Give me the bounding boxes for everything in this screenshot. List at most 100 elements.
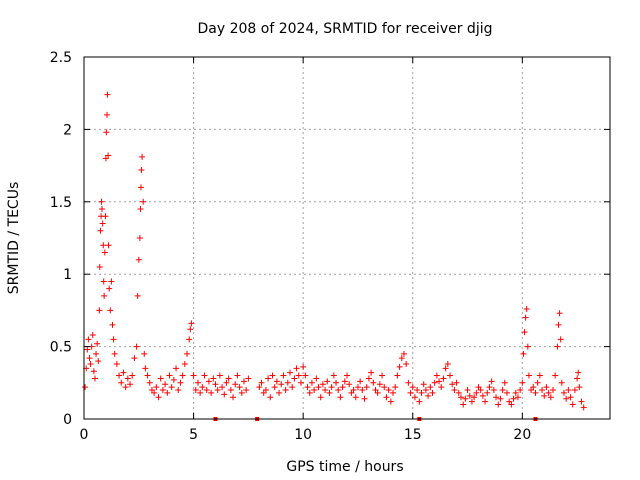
data-point: [282, 387, 289, 394]
data-point: [308, 379, 315, 386]
data-point: [453, 379, 460, 386]
data-point: [517, 387, 524, 394]
data-point: [385, 387, 392, 394]
data-point: [482, 398, 489, 405]
data-point: [524, 343, 531, 350]
data-point: [84, 346, 91, 353]
data-point: [212, 381, 219, 388]
data-point: [188, 320, 195, 327]
data-point: [575, 369, 582, 376]
data-point: [350, 387, 357, 394]
data-point: [168, 384, 175, 391]
data-point: [425, 392, 432, 399]
data-point: [398, 355, 405, 362]
data-point: [392, 384, 399, 391]
data-point: [289, 384, 296, 391]
data-point: [379, 372, 386, 379]
data-point: [438, 384, 445, 391]
data-point: [387, 398, 394, 405]
data-point: [521, 329, 528, 336]
data-point: [422, 387, 429, 394]
data-point: [490, 387, 497, 394]
data-point: [240, 378, 247, 385]
data-point: [291, 375, 298, 382]
data-point: [101, 292, 108, 299]
data-point: [97, 227, 104, 234]
data-point: [203, 387, 210, 394]
data-point: [346, 381, 353, 388]
data-point: [232, 381, 239, 388]
data-point: [146, 379, 153, 386]
data-point: [96, 263, 103, 270]
data-point: [101, 249, 108, 256]
data-point: [265, 375, 272, 382]
data-point: [495, 401, 502, 408]
data-point: [151, 389, 158, 396]
data-point: [532, 389, 539, 396]
data-point: [363, 384, 370, 391]
data-point: [311, 387, 318, 394]
data-point: [409, 384, 416, 391]
data-point: [444, 360, 451, 367]
data-point: [243, 387, 250, 394]
data-point: [138, 166, 145, 173]
data-point: [519, 379, 526, 386]
data-point: [177, 379, 184, 386]
data-point: [276, 389, 283, 396]
data-point: [98, 206, 105, 213]
data-point: [95, 358, 102, 365]
data-point: [110, 336, 117, 343]
data-point: [227, 387, 234, 394]
data-point: [339, 384, 346, 391]
data-point: [541, 392, 548, 399]
data-point: [105, 152, 112, 159]
data-point: [337, 394, 344, 401]
data-point: [86, 355, 93, 362]
data-point: [341, 378, 348, 385]
data-point: [431, 379, 438, 386]
data-point: [187, 326, 194, 333]
data-point: [420, 381, 427, 388]
data-point: [479, 392, 486, 399]
data-point: [315, 384, 322, 391]
data-point: [104, 111, 111, 118]
data-point: [576, 384, 583, 391]
data-point: [414, 387, 421, 394]
data-point: [394, 372, 401, 379]
data-point: [223, 379, 230, 386]
data-point: [173, 365, 180, 372]
data-point: [335, 387, 342, 394]
data-point: [199, 384, 206, 391]
data-point: [111, 350, 118, 357]
data-point: [181, 360, 188, 367]
data-point: [473, 389, 480, 396]
data-point: [468, 398, 475, 405]
data-point: [365, 375, 372, 382]
data-point: [278, 381, 285, 388]
data-point: [499, 387, 506, 394]
data-point: [400, 350, 407, 357]
data-point: [565, 387, 572, 394]
data-point: [370, 379, 377, 386]
data-point: [293, 365, 300, 372]
grid: [84, 57, 610, 419]
y-tick-label: 0.5: [50, 340, 72, 356]
data-point: [135, 256, 142, 263]
data-point: [236, 384, 243, 391]
data-point: [284, 379, 291, 386]
data-point: [558, 379, 565, 386]
data-point: [497, 395, 504, 402]
data-point: [557, 336, 564, 343]
data-point: [304, 384, 311, 391]
data-point: [105, 242, 112, 249]
data-point: [234, 372, 241, 379]
data-point: [554, 343, 561, 350]
data-point: [162, 381, 169, 388]
data-point: [503, 389, 510, 396]
data-point: [166, 372, 173, 379]
y-axis-ticks: 0 0.5 1 1.5 2 2.5: [50, 50, 610, 428]
data-point: [464, 387, 471, 394]
data-point: [109, 321, 116, 328]
data-point: [186, 336, 193, 343]
y-tick-label: 1: [63, 267, 72, 283]
